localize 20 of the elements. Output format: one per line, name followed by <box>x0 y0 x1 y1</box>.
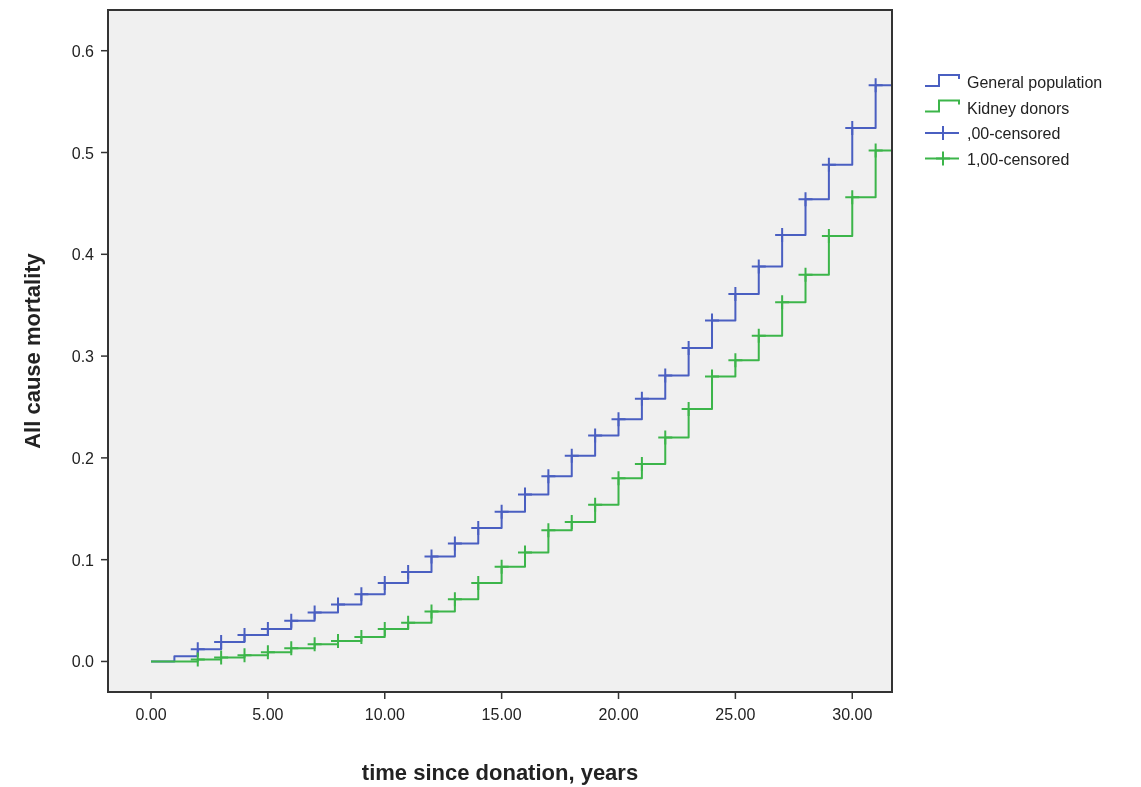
legend-label: 1,00-censored <box>967 150 1070 168</box>
legend-label: General population <box>967 74 1103 91</box>
x-tick-label: 20.00 <box>598 706 639 723</box>
y-tick-label: 0.1 <box>71 551 95 569</box>
legend-label: Kidney donors <box>967 99 1070 117</box>
y-tick-label: 0.2 <box>71 449 95 467</box>
x-tick-label: 15.00 <box>481 706 522 723</box>
legend-label: ,00-censored <box>967 125 1061 142</box>
y-tick-label: 0.4 <box>71 246 95 264</box>
y-tick-label: 0.6 <box>71 42 95 60</box>
y-axis-title: All cause mortality <box>20 252 45 449</box>
x-tick-label: 0.00 <box>135 706 167 723</box>
x-tick-label: 10.00 <box>364 706 405 723</box>
x-tick-label: 30.00 <box>832 706 873 723</box>
y-tick-label: 0.3 <box>71 348 95 366</box>
y-tick-label: 0.5 <box>71 144 95 162</box>
x-tick-label: 5.00 <box>252 706 284 723</box>
y-tick-label: 0.0 <box>71 653 95 671</box>
x-tick-label: 25.00 <box>715 706 756 723</box>
x-axis-title: time since donation, years <box>361 760 639 785</box>
